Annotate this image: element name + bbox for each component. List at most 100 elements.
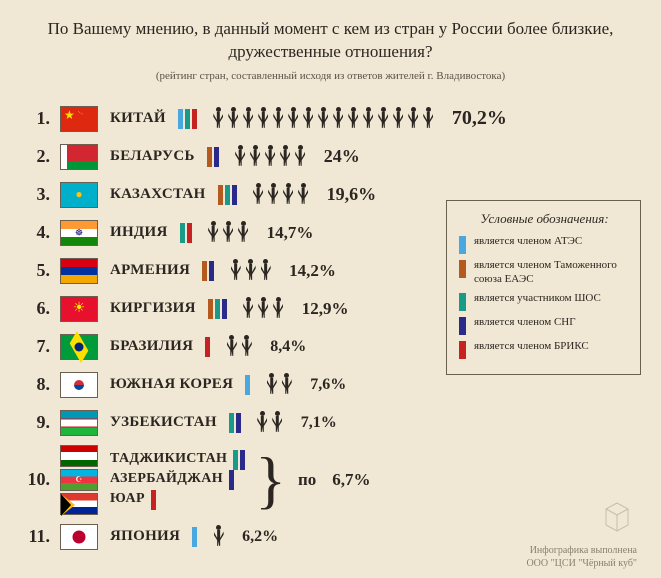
percentage: 70,2% (452, 107, 507, 130)
rank-row: 9. УЗБЕКИСТАН 7,1% (24, 404, 637, 442)
person-icon (239, 335, 254, 359)
person-icon (263, 145, 278, 169)
people-icons (211, 107, 436, 131)
marker-sng (229, 470, 234, 490)
person-icon (241, 297, 256, 321)
rank-number: 9. (24, 412, 50, 433)
rank-number: 3. (24, 184, 50, 205)
country-name: ТАДЖИКИСТАН (110, 450, 227, 469)
person-icon (228, 259, 243, 283)
marker-shos (215, 299, 220, 319)
rank-number: 6. (24, 298, 50, 319)
marker-shos (185, 109, 190, 129)
org-markers (245, 375, 250, 395)
rank-row: 1. КИТАЙ 70,2% (24, 100, 637, 138)
person-icon (236, 221, 251, 245)
org-markers (218, 185, 237, 205)
person-icon (221, 221, 236, 245)
percentage: 7,1% (301, 414, 337, 432)
flag-kyrgyz (60, 296, 98, 322)
marker-atec (178, 109, 183, 129)
person-icon (241, 107, 256, 131)
person-icon (271, 107, 286, 131)
flag-china (60, 106, 98, 132)
people-icons (233, 145, 308, 169)
legend-label: является членом Таможенного союза ЕАЭС (474, 259, 630, 287)
marker-shos (225, 185, 230, 205)
legend-item-atec: является членом АТЭС (459, 235, 630, 254)
org-markers (229, 470, 234, 490)
person-icon (376, 107, 391, 131)
percentage: 12,9% (302, 299, 349, 319)
country-name: КИТАЙ (110, 110, 166, 127)
marker-shos (233, 450, 238, 470)
org-markers (151, 490, 156, 510)
legend-item-sng: является членом СНГ (459, 316, 630, 335)
percentage: 14,7% (267, 223, 314, 243)
rank-number: 11. (24, 526, 50, 547)
person-icon (266, 183, 281, 207)
country-name: ИНДИЯ (110, 224, 168, 241)
people-icons (241, 297, 286, 321)
country-name: БРАЗИЛИЯ (110, 338, 193, 355)
org-markers (192, 527, 197, 547)
person-icon (248, 145, 263, 169)
people-icons (255, 411, 285, 435)
brace-icon: } (255, 462, 286, 497)
legend-swatch (459, 260, 466, 278)
person-icon (279, 373, 294, 397)
rank-row: 2. БЕЛАРУСЬ 24% (24, 138, 637, 176)
person-icon (361, 107, 376, 131)
legend-box: Условные обозначения: является членом АТ… (446, 200, 641, 375)
legend-swatch (459, 341, 466, 359)
flag-azer (60, 469, 98, 491)
person-icon (296, 183, 311, 207)
person-icon (286, 107, 301, 131)
rank-number: 5. (24, 260, 50, 281)
flag-sa (60, 493, 98, 515)
person-icon (251, 183, 266, 207)
marker-shos (229, 413, 234, 433)
country-name: ЯПОНИЯ (110, 528, 180, 545)
person-icon (256, 107, 271, 131)
org-markers (229, 413, 241, 433)
cube-logo-icon (595, 499, 639, 544)
flag-india (60, 220, 98, 246)
rank-number: 4. (24, 222, 50, 243)
legend-item-briks: является членом БРИКС (459, 340, 630, 359)
legend-label: является членом АТЭС (474, 235, 582, 249)
person-icon (243, 259, 258, 283)
marker-sng (214, 147, 219, 167)
people-icons (228, 259, 273, 283)
country-name: АЗЕРБАЙДЖАН (110, 470, 223, 489)
marker-briks (151, 490, 156, 510)
person-icon (226, 107, 241, 131)
person-icon (211, 107, 226, 131)
rank-row-grouped: 10. ТАДЖИКИСТАНАЗЕРБАЙДЖАНЮАР } по 6,7% (24, 442, 637, 518)
rank-number: 1. (24, 108, 50, 129)
flag-belarus (60, 144, 98, 170)
legend-title: Условные обозначения: (459, 211, 630, 227)
people-icons (251, 183, 311, 207)
flag-tajik (60, 445, 98, 467)
rank-number: 7. (24, 336, 50, 357)
percentage: 19,6% (327, 184, 377, 205)
country-name: ЮАР (110, 490, 145, 509)
marker-eaes (202, 261, 207, 281)
percentage: 7,6% (310, 376, 346, 394)
person-icon (301, 107, 316, 131)
flag-japan (60, 524, 98, 550)
legend-item-eaes: является членом Таможенного союза ЕАЭС (459, 259, 630, 287)
marker-sng (222, 299, 227, 319)
page-title: По Вашему мнению, в данный момент с кем … (24, 18, 637, 64)
percentage: 6,2% (242, 528, 278, 546)
country-name: ЮЖНАЯ КОРЕЯ (110, 376, 233, 393)
flag-brazil (60, 334, 98, 360)
legend-label: является участником ШОС (474, 292, 601, 306)
marker-eaes (208, 299, 213, 319)
people-icons (206, 221, 251, 245)
marker-sng (240, 450, 245, 470)
person-icon (264, 373, 279, 397)
rank-number: 8. (24, 374, 50, 395)
flag-stack (60, 445, 98, 515)
